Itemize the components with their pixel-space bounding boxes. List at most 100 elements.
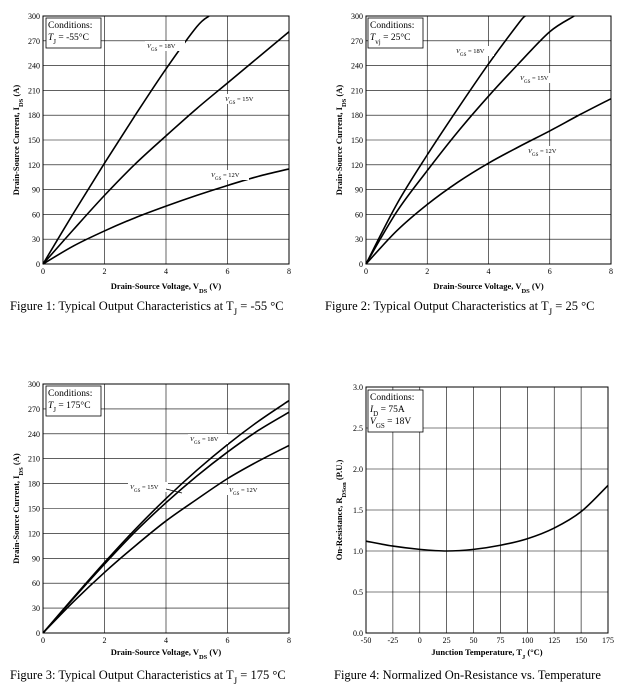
- x-tick-label: 150: [575, 636, 587, 645]
- y-tick-label: 3.0: [353, 383, 363, 392]
- x-tick-label: 2: [103, 636, 107, 645]
- conditions-title: Conditions:: [48, 389, 92, 399]
- conditions-line: Tvj = 25°C: [370, 32, 411, 46]
- x-tick-label: 0: [418, 636, 422, 645]
- y-tick-label: 270: [28, 405, 40, 414]
- y-axis-label: On-Resistance, RDSon (P.U.): [334, 460, 348, 561]
- conditions-title: Conditions:: [370, 21, 414, 31]
- curve-label: VGS = 18V: [190, 436, 219, 446]
- series-line-2: [42, 411, 290, 634]
- conditions-line: ID = 75A: [369, 405, 405, 418]
- x-tick-label: 8: [287, 636, 291, 645]
- chart-1: 0 2 4 6 8 0 30 60 90 120 150 180 210 240 270 300 VGS = 1…: [10, 12, 291, 317]
- y-axis-label: Drain-Source Current, IDS (A): [11, 453, 25, 564]
- x-tick-label: 6: [226, 267, 230, 276]
- plot-frame: [42, 383, 290, 634]
- series-line-3: [42, 168, 290, 265]
- conditions-line: TJ = -55°C: [48, 32, 89, 46]
- chart-3: 0 2 4 6 8 0 30 60 90 120 150 180 210 240 270 300 VGS = 1…: [10, 380, 291, 686]
- y-axis-label: Drain-Source Current, IDS (A): [11, 85, 25, 196]
- conditions-line: TJ = 175°C: [48, 400, 91, 414]
- curve-label: VGS = 15V: [225, 96, 254, 106]
- series-line-1: [365, 15, 526, 265]
- plot-frame: [365, 15, 612, 265]
- curve-label: VGS = 12V: [229, 487, 258, 497]
- y-tick-label: 300: [351, 12, 363, 21]
- x-tick-label: -25: [388, 636, 399, 645]
- x-tick-label: 6: [226, 636, 230, 645]
- y-tick-label: 180: [351, 111, 363, 120]
- x-tick-label: 100: [521, 636, 533, 645]
- conditions-box: [367, 17, 424, 49]
- x-tick-label: 4: [487, 267, 491, 276]
- y-tick-label: 0.5: [353, 588, 363, 597]
- y-tick-label: 270: [28, 37, 40, 46]
- curve-label-bg: [223, 94, 263, 104]
- y-axis-label: Drain-Source Current, IDS (A): [334, 85, 348, 196]
- y-tick-label: 1.5: [353, 506, 363, 515]
- y-tick-label: 210: [28, 455, 40, 464]
- x-tick-label: 4: [164, 636, 168, 645]
- x-tick-label: 75: [496, 636, 504, 645]
- curve-label: VGS = 15V: [130, 484, 159, 494]
- label-pointer: [165, 488, 183, 494]
- x-tick-label: 4: [164, 267, 168, 276]
- y-tick-label: 1.0: [353, 547, 363, 556]
- y-tick-label: 120: [351, 161, 363, 170]
- y-tick-label: 90: [355, 186, 363, 195]
- x-tick-label: 2: [425, 267, 429, 276]
- chart-2: 0 2 4 6 8 0 30 60 90 120 150 180 210 240 270 300 VGS = 1…: [325, 12, 613, 317]
- curve-label: VGS = 18V: [147, 43, 176, 53]
- y-tick-label: 0: [36, 629, 40, 638]
- conditions-title: Conditions:: [370, 393, 414, 403]
- x-tick-label: 8: [609, 267, 613, 276]
- figure-caption: Figure 1: Typical Output Characteristics…: [10, 299, 284, 317]
- x-tick-label: 0: [364, 267, 368, 276]
- y-tick-label: 2.0: [353, 465, 363, 474]
- curve-label-bg: [128, 482, 168, 492]
- y-tick-label: 30: [355, 235, 363, 244]
- curve-label-bg: [227, 485, 267, 495]
- curve-label: VGS = 18V: [456, 48, 485, 58]
- y-tick-label: 90: [32, 186, 40, 195]
- figure-caption: Figure 2: Typical Output Characteristics…: [325, 299, 594, 317]
- x-tick-label: 25: [443, 636, 451, 645]
- curve-label: VGS = 12V: [528, 148, 557, 158]
- plot-frame: [365, 386, 609, 634]
- curve-label-bg: [526, 146, 566, 156]
- conditions-line: VGS = 18V: [370, 417, 411, 430]
- x-tick-label: 0: [41, 267, 45, 276]
- curve-label-bg: [518, 73, 558, 83]
- y-tick-label: 300: [28, 12, 40, 21]
- x-tick-label: 2: [103, 267, 107, 276]
- x-axis-label: Drain-Source Voltage, VDS (V): [111, 647, 222, 661]
- y-tick-label: 60: [32, 210, 40, 219]
- y-tick-label: 240: [351, 62, 363, 71]
- x-axis-label: Drain-Source Voltage, VDS (V): [433, 281, 544, 295]
- y-tick-label: 180: [28, 480, 40, 489]
- curve-label: VGS = 12V: [211, 172, 240, 182]
- conditions-box: [367, 389, 424, 433]
- y-tick-label: 120: [28, 161, 40, 170]
- y-tick-label: 240: [28, 430, 40, 439]
- x-tick-label: 6: [548, 267, 552, 276]
- curve-label-bg: [454, 46, 494, 56]
- x-tick-label: 125: [548, 636, 560, 645]
- y-tick-label: 60: [32, 579, 40, 588]
- y-tick-label: 30: [32, 235, 40, 244]
- y-tick-label: 300: [28, 380, 40, 389]
- conditions-box: [45, 385, 102, 417]
- curve-label-bg: [188, 434, 228, 444]
- series-line-3: [42, 444, 290, 634]
- x-axis-label: Junction Temperature, TJ (°C): [431, 647, 542, 661]
- x-axis-label: Drain-Source Voltage, VDS (V): [111, 281, 222, 295]
- chart-4: -50 -25 0 25 50 75 100 125 150 175 0.0 0.5 1.0 1.5 2.0…: [334, 383, 614, 682]
- curve-label-bg: [209, 170, 249, 180]
- x-tick-label: 8: [287, 267, 291, 276]
- y-tick-label: 150: [351, 136, 363, 145]
- y-tick-label: 0: [36, 260, 40, 269]
- y-tick-label: 180: [28, 111, 40, 120]
- y-tick-label: 150: [28, 505, 40, 514]
- y-tick-label: 2.5: [353, 424, 363, 433]
